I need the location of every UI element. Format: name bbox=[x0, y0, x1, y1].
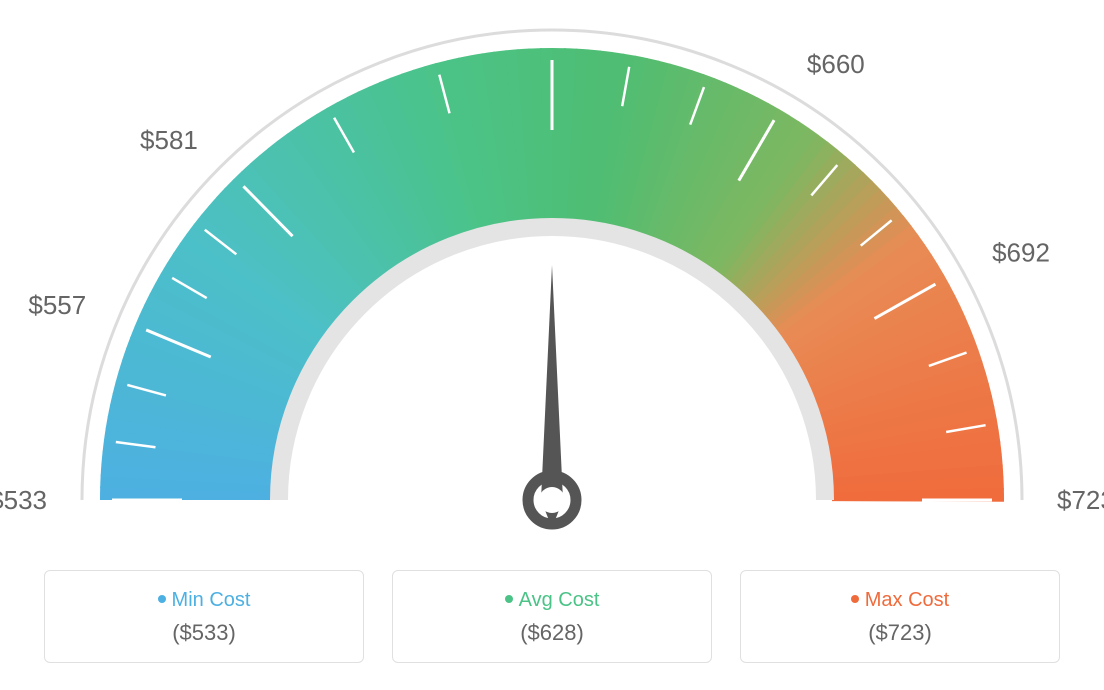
dot-icon bbox=[158, 595, 166, 603]
legend-title-text: Max Cost bbox=[865, 589, 949, 611]
legend-title-max: Max Cost bbox=[741, 589, 1059, 612]
svg-text:$723: $723 bbox=[1057, 485, 1104, 515]
svg-text:$557: $557 bbox=[28, 290, 86, 320]
dot-icon bbox=[851, 595, 859, 603]
svg-text:$692: $692 bbox=[992, 237, 1050, 267]
svg-text:$533: $533 bbox=[0, 485, 47, 515]
legend-value-avg: ($628) bbox=[393, 620, 711, 646]
legend-title-text: Min Cost bbox=[172, 589, 251, 611]
dot-icon bbox=[505, 595, 513, 603]
svg-text:$628: $628 bbox=[523, 0, 581, 1]
legend-title-text: Avg Cost bbox=[519, 589, 600, 611]
legend-box-max: Max Cost ($723) bbox=[740, 570, 1060, 663]
legend-title-min: Min Cost bbox=[45, 589, 363, 612]
legend-value-max: ($723) bbox=[741, 620, 1059, 646]
legend-row: Min Cost ($533) Avg Cost ($628) Max Cost… bbox=[0, 570, 1104, 663]
legend-box-min: Min Cost ($533) bbox=[44, 570, 364, 663]
legend-title-avg: Avg Cost bbox=[393, 589, 711, 612]
svg-text:$660: $660 bbox=[807, 49, 865, 79]
svg-text:$581: $581 bbox=[140, 125, 198, 155]
legend-box-avg: Avg Cost ($628) bbox=[392, 570, 712, 663]
gauge-svg: $533 $557 $581 $628 $660 $692 $723 bbox=[0, 0, 1104, 560]
legend-value-min: ($533) bbox=[45, 620, 363, 646]
gauge-chart: $533 $557 $581 $628 $660 $692 $723 bbox=[0, 0, 1104, 560]
